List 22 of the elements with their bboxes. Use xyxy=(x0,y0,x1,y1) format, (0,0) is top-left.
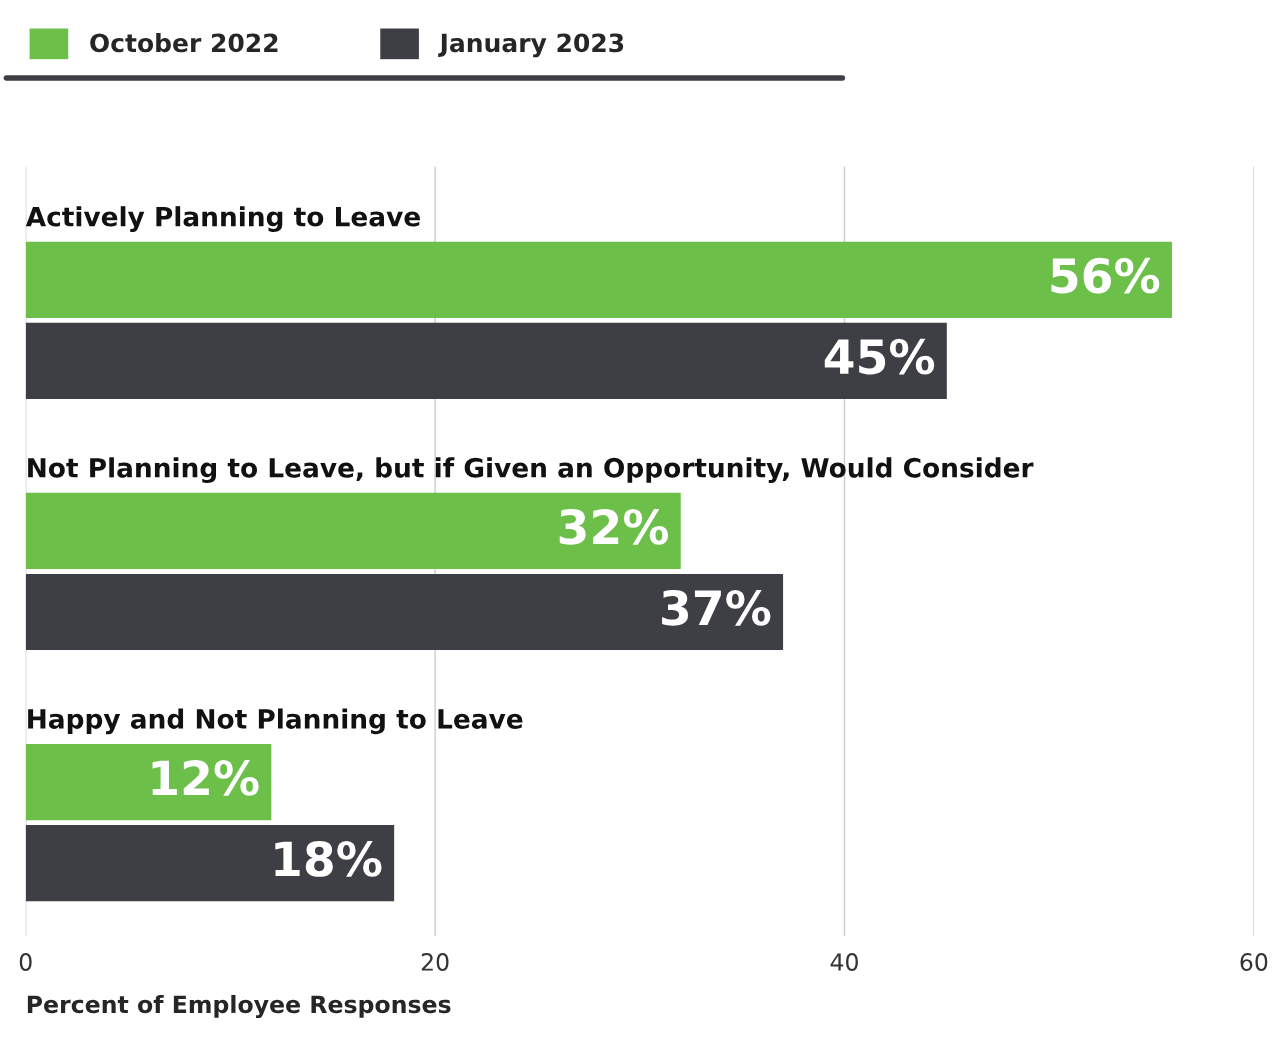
bar xyxy=(25,322,947,399)
y-tick-label: Happy and Not Planning to Leave xyxy=(28,708,523,735)
x-tick-label: 20 xyxy=(421,953,449,971)
bar xyxy=(25,825,395,902)
x-tick-label: 40 xyxy=(830,953,858,971)
data-label: 37% xyxy=(662,589,771,626)
legend-label: October 2022 xyxy=(90,32,278,53)
x-axis-title: Percent of Employee Responses xyxy=(27,994,451,1018)
x-tick-label: 0 xyxy=(19,953,32,971)
data-label: 12% xyxy=(152,760,259,796)
legend-label: January 2023 xyxy=(438,33,624,58)
bar xyxy=(25,573,784,651)
x-tick-label: 60 xyxy=(1240,953,1268,971)
data-label: 56% xyxy=(1051,257,1160,294)
y-tick-label: Actively Planning to Leave xyxy=(25,206,420,232)
data-label: 45% xyxy=(824,338,935,375)
y-tick-label: Not Planning to Leave, but if Given an Opportunity, Would Consider xyxy=(28,457,1034,484)
data-label: 18% xyxy=(275,841,382,877)
bar xyxy=(25,744,272,821)
data-label: 32% xyxy=(559,508,669,545)
bar xyxy=(25,241,1172,318)
bar xyxy=(25,492,681,570)
